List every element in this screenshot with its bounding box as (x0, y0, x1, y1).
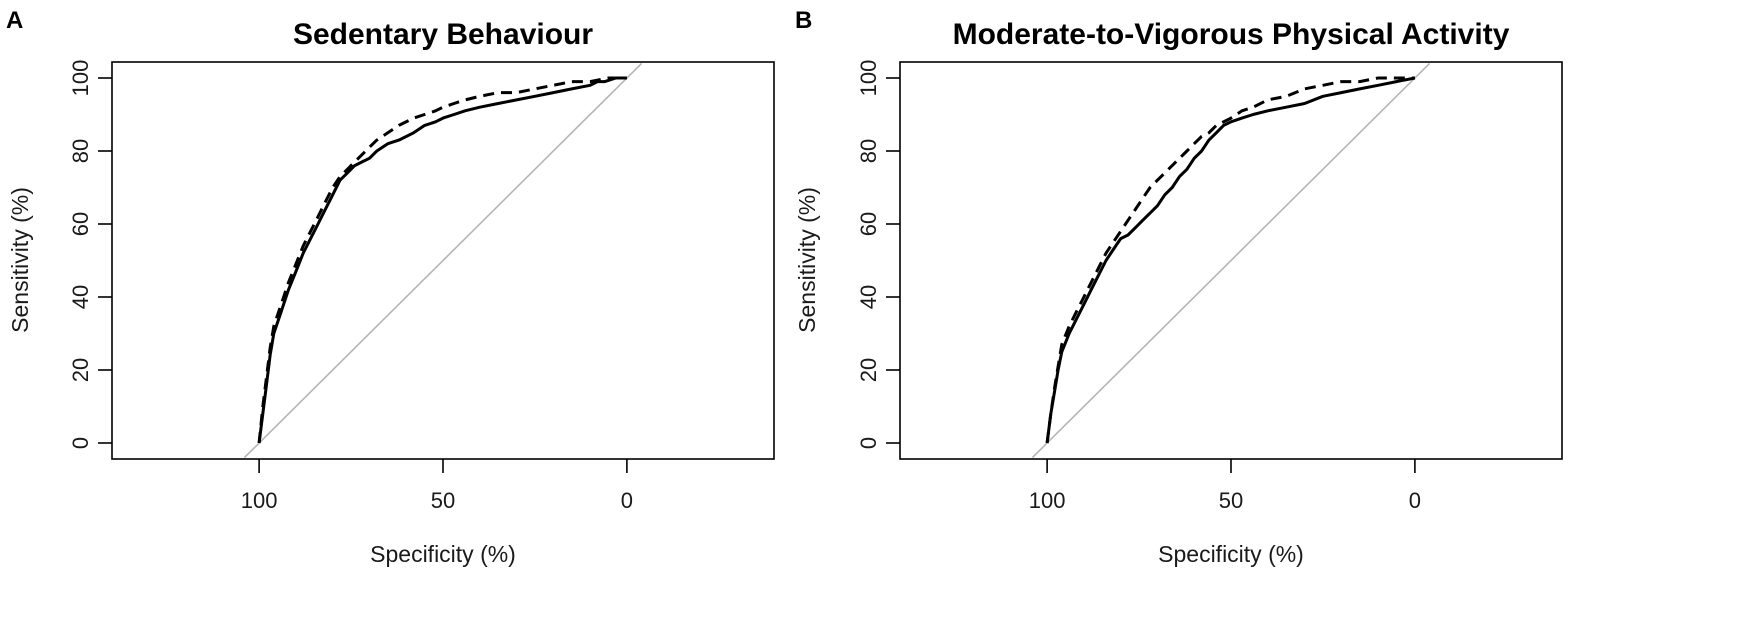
y-tick-label-b-60: 60 (856, 212, 881, 236)
chart-title-a: Sedentary Behaviour (293, 18, 593, 51)
x-tick-label-a-50: 50 (431, 488, 455, 513)
roc-curve-dashed-a (257, 76, 627, 444)
x-tick-label-a-100: 100 (241, 488, 278, 513)
roc-curve-solid-a (257, 76, 627, 444)
roc-curve-solid-b (1045, 76, 1416, 444)
panel-b: B Moderate-to-Vigorous Physical Activity… (794, 7, 1563, 567)
x-axis-label-a: Specificity (%) (370, 541, 516, 567)
x-tick-label-a-0: 0 (621, 488, 633, 513)
x-tick-label-b-0: 0 (1409, 488, 1421, 513)
y-axis-label-b: Sensitivity (%) (794, 187, 820, 333)
y-tick-label-b-100: 100 (856, 60, 881, 97)
panel-letter-b: B (795, 7, 812, 34)
y-axis-label-a: Sensitivity (%) (7, 187, 33, 333)
chart-title-b: Moderate-to-Vigorous Physical Activity (953, 18, 1510, 51)
reference-diagonal-a (243, 62, 643, 459)
y-tick-label-a-20: 20 (68, 358, 93, 382)
plot-marks-a: 0 20 40 60 80 100 100 50 0 (68, 60, 643, 513)
panel-letter-a: A (6, 7, 23, 34)
y-tick-label-a-100: 100 (68, 60, 93, 97)
y-tick-label-a-60: 60 (68, 212, 93, 236)
x-axis-label-b: Specificity (%) (1158, 541, 1304, 567)
y-tick-label-a-80: 80 (68, 139, 93, 163)
y-tick-label-b-80: 80 (856, 139, 881, 163)
roc-curve-dashed-b (1045, 76, 1415, 444)
reference-diagonal-b (1031, 62, 1431, 459)
y-tick-label-a-40: 40 (68, 285, 93, 309)
plot-marks-b: 0 20 40 60 80 100 100 50 0 (856, 60, 1431, 513)
x-tick-label-b-100: 100 (1029, 488, 1066, 513)
panel-a: A Sedentary Behaviour Specificity (%) Se… (6, 7, 775, 567)
x-tick-label-b-50: 50 (1219, 488, 1243, 513)
y-tick-label-a-0: 0 (68, 437, 93, 449)
y-tick-label-b-40: 40 (856, 285, 881, 309)
y-tick-label-b-20: 20 (856, 358, 881, 382)
y-tick-label-b-0: 0 (856, 437, 881, 449)
